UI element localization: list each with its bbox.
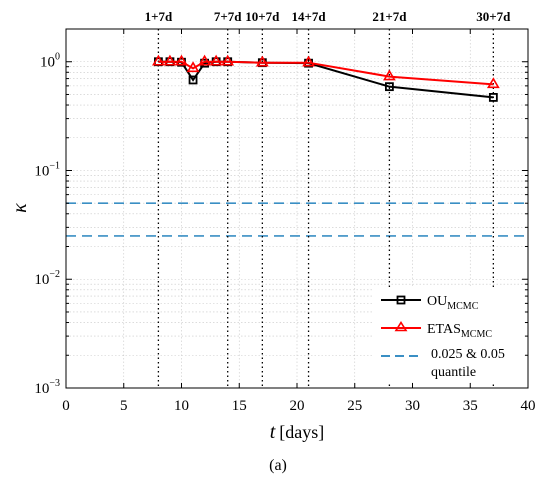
marker-label: 7+7d: [214, 9, 242, 24]
x-axis: 0 5 10 15 20 25 30 35 40: [62, 29, 536, 414]
data-point-ou: [384, 82, 394, 92]
y-axis-label: κ: [9, 203, 31, 213]
data-point-ou: [188, 75, 198, 85]
marker-label: 30+7d: [476, 9, 511, 24]
legend-quantile-text-2: quantile: [431, 365, 476, 380]
marker-label: 21+7d: [372, 9, 407, 24]
legend-etas-text: ETASMCMC: [427, 322, 492, 340]
legend-entry-etas: ETASMCMC: [381, 320, 492, 340]
y-axis: 10−3 10−2 10−1 100: [34, 28, 528, 397]
x-tick-label: 35: [463, 398, 478, 414]
data-point-etas: [175, 54, 188, 66]
legend-quantile-text-1: 0.025 & 0.05: [431, 347, 505, 362]
marker-label: 14+7d: [291, 9, 326, 24]
x-tick-label: 0: [62, 398, 70, 414]
marker-labels: 1+7d 7+7d 10+7d 14+7d 21+7d 30+7d: [145, 9, 512, 24]
marker-label: 1+7d: [145, 9, 173, 24]
data-series: [152, 54, 500, 102]
data-point-etas: [383, 69, 396, 81]
data-point-etas: [198, 54, 211, 66]
caption: (a): [269, 457, 287, 474]
legend: OUMCMC ETASMCMC 0.025 & 0.05 quantile: [372, 288, 524, 382]
y-tick-label: 10−3: [34, 378, 60, 397]
y-tick-label: 10−1: [34, 160, 60, 179]
x-tick-label: 10: [174, 398, 189, 414]
x-tick-label: 15: [232, 398, 247, 414]
y-tick-label: 10−2: [34, 269, 60, 288]
legend-entry-quantile: 0.025 & 0.05 quantile: [381, 347, 505, 380]
legend-ou-text: OUMCMC: [427, 294, 479, 312]
x-tick-label: 20: [290, 398, 305, 414]
x-tick-label: 25: [347, 398, 362, 414]
legend-entry-ou: OUMCMC: [381, 294, 479, 312]
legend-ou-marker: [396, 295, 406, 305]
data-point-etas: [486, 77, 500, 89]
data-point-etas: [186, 61, 200, 73]
y-tick-label: 100: [40, 52, 60, 71]
data-point-etas: [221, 54, 235, 66]
x-tick-label: 30: [405, 398, 420, 414]
quantile-lines: [66, 202, 528, 237]
x-tick-label: 5: [120, 398, 128, 414]
marker-label: 10+7d: [245, 9, 280, 24]
data-point-etas: [302, 55, 315, 67]
x-axis-label: t [days]: [270, 421, 325, 443]
data-point-etas: [152, 54, 165, 66]
data-point-ou: [488, 92, 498, 102]
data-point-etas: [163, 54, 177, 66]
data-point-etas: [209, 54, 223, 66]
vertical-markers: [157, 29, 495, 388]
legend-etas-marker: [394, 320, 408, 332]
data-point-etas: [255, 55, 269, 67]
x-tick-label: 40: [521, 398, 536, 414]
